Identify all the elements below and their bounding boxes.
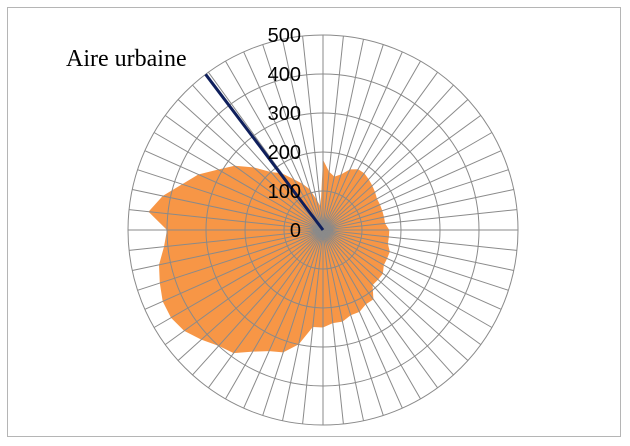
spoke bbox=[322, 229, 421, 400]
tick-label-300: 300 bbox=[268, 103, 301, 125]
spoke bbox=[322, 229, 384, 416]
spoke bbox=[322, 229, 439, 389]
spoke bbox=[322, 229, 403, 409]
spoke bbox=[322, 229, 514, 271]
spoke bbox=[322, 229, 482, 346]
tick-label-400: 400 bbox=[268, 64, 301, 86]
spoke bbox=[322, 169, 509, 231]
indicator-line bbox=[204, 73, 325, 231]
spoke bbox=[322, 229, 344, 424]
tick-label-100: 100 bbox=[268, 181, 301, 203]
spoke bbox=[322, 36, 344, 231]
spoke bbox=[262, 44, 324, 231]
spoke bbox=[129, 229, 324, 251]
spoke bbox=[262, 229, 324, 416]
spoke bbox=[177, 229, 324, 361]
spoke bbox=[243, 229, 324, 409]
spoke bbox=[207, 229, 324, 389]
series-area bbox=[148, 159, 390, 354]
grid bbox=[127, 34, 519, 426]
tick-label-0: 0 bbox=[290, 220, 301, 242]
spoke bbox=[322, 44, 384, 231]
spoke bbox=[322, 132, 493, 231]
spoke bbox=[137, 229, 324, 291]
spoke bbox=[322, 229, 364, 421]
spoke bbox=[302, 229, 324, 424]
spoke bbox=[132, 189, 324, 231]
spoke bbox=[322, 229, 517, 251]
chart-title: Aire urbaine bbox=[66, 46, 187, 72]
spoke bbox=[164, 114, 324, 231]
spoke bbox=[225, 229, 324, 400]
spoke bbox=[322, 114, 482, 231]
spoke bbox=[322, 189, 514, 231]
spoke bbox=[322, 229, 469, 361]
spoke bbox=[164, 229, 324, 346]
spoke bbox=[322, 229, 454, 376]
spoke bbox=[322, 99, 469, 231]
spoke bbox=[302, 36, 324, 231]
spoke bbox=[322, 60, 421, 231]
tick-label-200: 200 bbox=[268, 142, 301, 164]
spoke bbox=[132, 229, 324, 271]
radar-chart: 0 100 200 300 400 500 bbox=[127, 25, 519, 426]
spoke bbox=[322, 150, 502, 231]
spoke bbox=[144, 150, 324, 231]
tick-label-500: 500 bbox=[268, 25, 301, 47]
chart-area: Aire urbaine 0 100 200 300 400 500 bbox=[7, 7, 621, 437]
spoke bbox=[322, 229, 509, 291]
spoke bbox=[322, 39, 364, 231]
spoke bbox=[192, 229, 324, 376]
spoke bbox=[322, 229, 493, 328]
spoke bbox=[137, 169, 324, 231]
spoke bbox=[322, 71, 439, 231]
spoke bbox=[322, 229, 502, 310]
spoke bbox=[243, 51, 324, 231]
spoke bbox=[177, 99, 324, 231]
spoke bbox=[192, 84, 324, 231]
spoke bbox=[282, 39, 324, 231]
spoke bbox=[322, 51, 403, 231]
spoke bbox=[129, 209, 324, 231]
spoke bbox=[322, 84, 454, 231]
spoke bbox=[282, 229, 324, 421]
spoke bbox=[225, 60, 324, 231]
spoke bbox=[144, 229, 324, 310]
spoke bbox=[153, 229, 324, 328]
spoke bbox=[322, 209, 517, 231]
spoke bbox=[153, 132, 324, 231]
